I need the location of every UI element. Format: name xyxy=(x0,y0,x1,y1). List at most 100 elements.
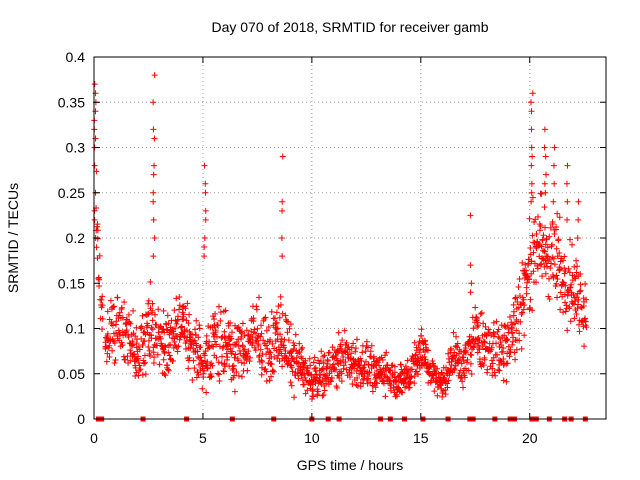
data-point xyxy=(225,322,232,329)
data-point xyxy=(549,218,556,225)
data-point xyxy=(104,330,111,337)
data-point xyxy=(258,330,265,337)
spike-point xyxy=(279,198,286,205)
data-point xyxy=(148,324,155,331)
data-point xyxy=(483,332,490,339)
data-point xyxy=(127,320,134,327)
data-point xyxy=(562,267,569,274)
data-point xyxy=(249,334,256,341)
data-point xyxy=(544,244,551,251)
data-point xyxy=(99,316,106,323)
data-point xyxy=(277,293,284,300)
data-point xyxy=(399,389,406,396)
data-point xyxy=(257,346,264,353)
data-point xyxy=(510,301,517,308)
data-point xyxy=(200,374,207,381)
y-tick-label: 0.05 xyxy=(58,366,85,382)
data-point xyxy=(165,349,172,356)
data-point xyxy=(201,367,208,374)
spike-point xyxy=(575,198,582,205)
data-point xyxy=(279,363,286,370)
data-point xyxy=(229,348,236,355)
spike-point xyxy=(150,189,157,196)
data-point xyxy=(243,356,250,363)
data-point xyxy=(411,372,418,379)
data-point xyxy=(161,329,168,336)
data-point xyxy=(553,280,560,287)
spike-point xyxy=(541,144,548,151)
data-point xyxy=(363,358,370,365)
data-point xyxy=(231,388,238,395)
data-point xyxy=(517,318,524,325)
data-point xyxy=(99,326,106,333)
data-point xyxy=(155,306,162,313)
data-point xyxy=(576,328,583,335)
data-point xyxy=(387,377,394,384)
data-point xyxy=(262,314,269,321)
data-point xyxy=(165,366,172,373)
data-point xyxy=(504,360,511,367)
data-point xyxy=(404,369,411,376)
data-point xyxy=(338,370,345,377)
y-tick-label: 0.1 xyxy=(66,321,86,337)
data-point xyxy=(575,296,582,303)
data-point xyxy=(559,257,566,264)
data-point xyxy=(575,321,582,328)
data-point xyxy=(484,366,491,373)
data-point xyxy=(263,368,270,375)
data-point xyxy=(556,249,563,256)
spike-point xyxy=(528,144,535,151)
spike-point xyxy=(468,280,475,287)
spike-point xyxy=(91,162,98,169)
data-point xyxy=(178,323,185,330)
data-point xyxy=(171,307,178,314)
data-point xyxy=(528,258,535,265)
data-point xyxy=(451,365,458,372)
data-point xyxy=(352,348,359,355)
data-point xyxy=(193,317,200,324)
data-point xyxy=(255,342,262,349)
spike-point xyxy=(278,235,285,241)
data-point xyxy=(460,357,467,364)
spike-point xyxy=(528,180,535,187)
data-point xyxy=(571,315,578,322)
data-point xyxy=(538,190,545,197)
data-point xyxy=(310,359,317,366)
data-point xyxy=(561,253,568,260)
data-point xyxy=(258,357,265,364)
data-point xyxy=(190,357,197,364)
data-point xyxy=(554,275,561,282)
data-point xyxy=(107,297,114,304)
data-point xyxy=(480,320,487,327)
data-point xyxy=(273,347,280,354)
data-point xyxy=(478,309,485,316)
data-point xyxy=(315,388,322,395)
data-point xyxy=(93,244,100,251)
data-point xyxy=(567,318,574,325)
data-point xyxy=(286,325,293,332)
data-point xyxy=(382,352,389,359)
spike-point xyxy=(202,189,209,196)
data-point xyxy=(216,377,223,384)
data-point xyxy=(207,372,214,379)
data-point xyxy=(523,290,530,297)
data-point xyxy=(266,377,273,384)
data-point xyxy=(582,318,589,325)
data-point xyxy=(129,338,136,345)
spike-point xyxy=(467,289,474,296)
data-point xyxy=(241,346,248,353)
data-point xyxy=(114,294,121,301)
data-point xyxy=(263,378,270,385)
data-point xyxy=(422,337,429,344)
data-point xyxy=(365,375,372,382)
data-point xyxy=(562,308,569,315)
data-point xyxy=(275,303,282,310)
data-point xyxy=(195,353,202,360)
data-point xyxy=(320,353,327,360)
data-point xyxy=(184,300,191,307)
data-point xyxy=(568,281,575,288)
data-point xyxy=(158,342,165,349)
data-point xyxy=(557,266,564,273)
spike-point xyxy=(150,216,157,223)
data-point xyxy=(402,376,409,383)
